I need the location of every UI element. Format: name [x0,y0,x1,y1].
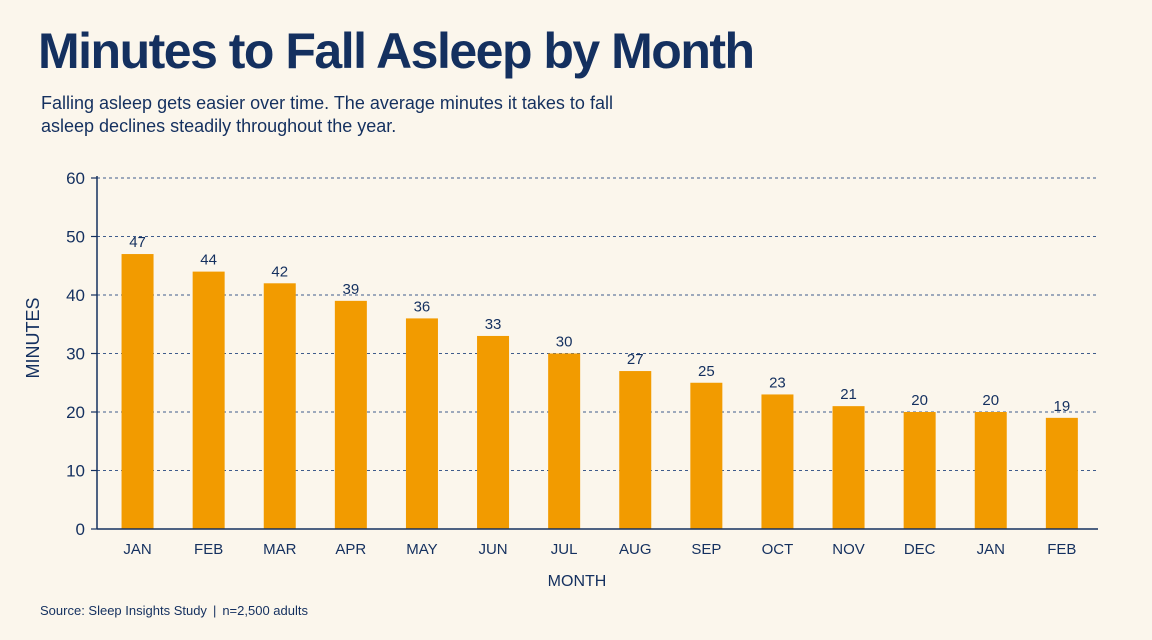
bar [690,382,723,529]
source-text: Source: Sleep Insights Study [40,603,207,618]
sample-size-text: n=2,500 adults [222,603,308,618]
bar-value-label: 44 [200,252,217,269]
bar [903,412,936,529]
bar [619,371,652,529]
source-note: Source: Sleep Insights Study | n=2,500 adu… [40,603,308,618]
bar-value-label: 39 [343,281,360,298]
x-tick-label: DEC [904,541,936,558]
bar-value-label: 30 [556,334,573,351]
bar-value-label: 36 [414,298,431,315]
bar [477,335,510,529]
x-tick-label: MAR [263,541,297,558]
bar-value-label: 33 [485,316,502,333]
bar-value-label: 42 [271,263,288,280]
y-tick-label: 10 [66,462,85,481]
bar [832,406,865,529]
x-tick-label: AUG [619,541,652,558]
x-tick-label: JUL [551,541,578,558]
y-tick-label: 0 [76,520,85,539]
x-tick-label: MAY [406,541,437,558]
bar-value-label: 23 [769,374,786,391]
y-tick-label: 30 [66,345,85,364]
chart-title: Minutes to Fall Asleep by Month [38,23,755,79]
bar-value-label: 20 [911,392,928,409]
bar [334,300,367,529]
bar [761,394,794,529]
source-separator: | [212,603,217,618]
x-axis-title: MONTH [548,573,607,590]
y-axis-title: MINUTES [23,298,43,379]
bar [1045,417,1078,529]
bar-value-label: 19 [1054,398,1071,415]
bar [192,271,225,529]
bar [405,318,438,529]
chart-subtitle: Falling asleep gets easier over time. Th… [41,93,613,136]
bar [974,412,1007,529]
x-tick-label: JAN [977,541,1005,558]
y-tick-label: 50 [66,228,85,247]
x-tick-label: FEB [194,541,223,558]
x-tick-label: APR [335,541,366,558]
x-tick-label: JUN [478,541,507,558]
x-tick-label: FEB [1047,541,1076,558]
y-tick-label: 40 [66,286,85,305]
y-tick-label: 60 [66,169,85,188]
y-tick-label: 20 [66,403,85,422]
x-tick-label: JAN [123,541,151,558]
bar-value-label: 21 [840,386,857,403]
bar [121,254,154,530]
x-tick-label: SEP [691,541,721,558]
bar-value-label: 20 [982,392,999,409]
x-tick-label: NOV [832,541,865,558]
x-tick-label: OCT [762,541,794,558]
bar-value-label: 25 [698,363,715,380]
bar [548,353,581,529]
bar-value-label: 47 [129,234,146,251]
bar-value-label: 27 [627,351,644,368]
bar [263,283,296,529]
